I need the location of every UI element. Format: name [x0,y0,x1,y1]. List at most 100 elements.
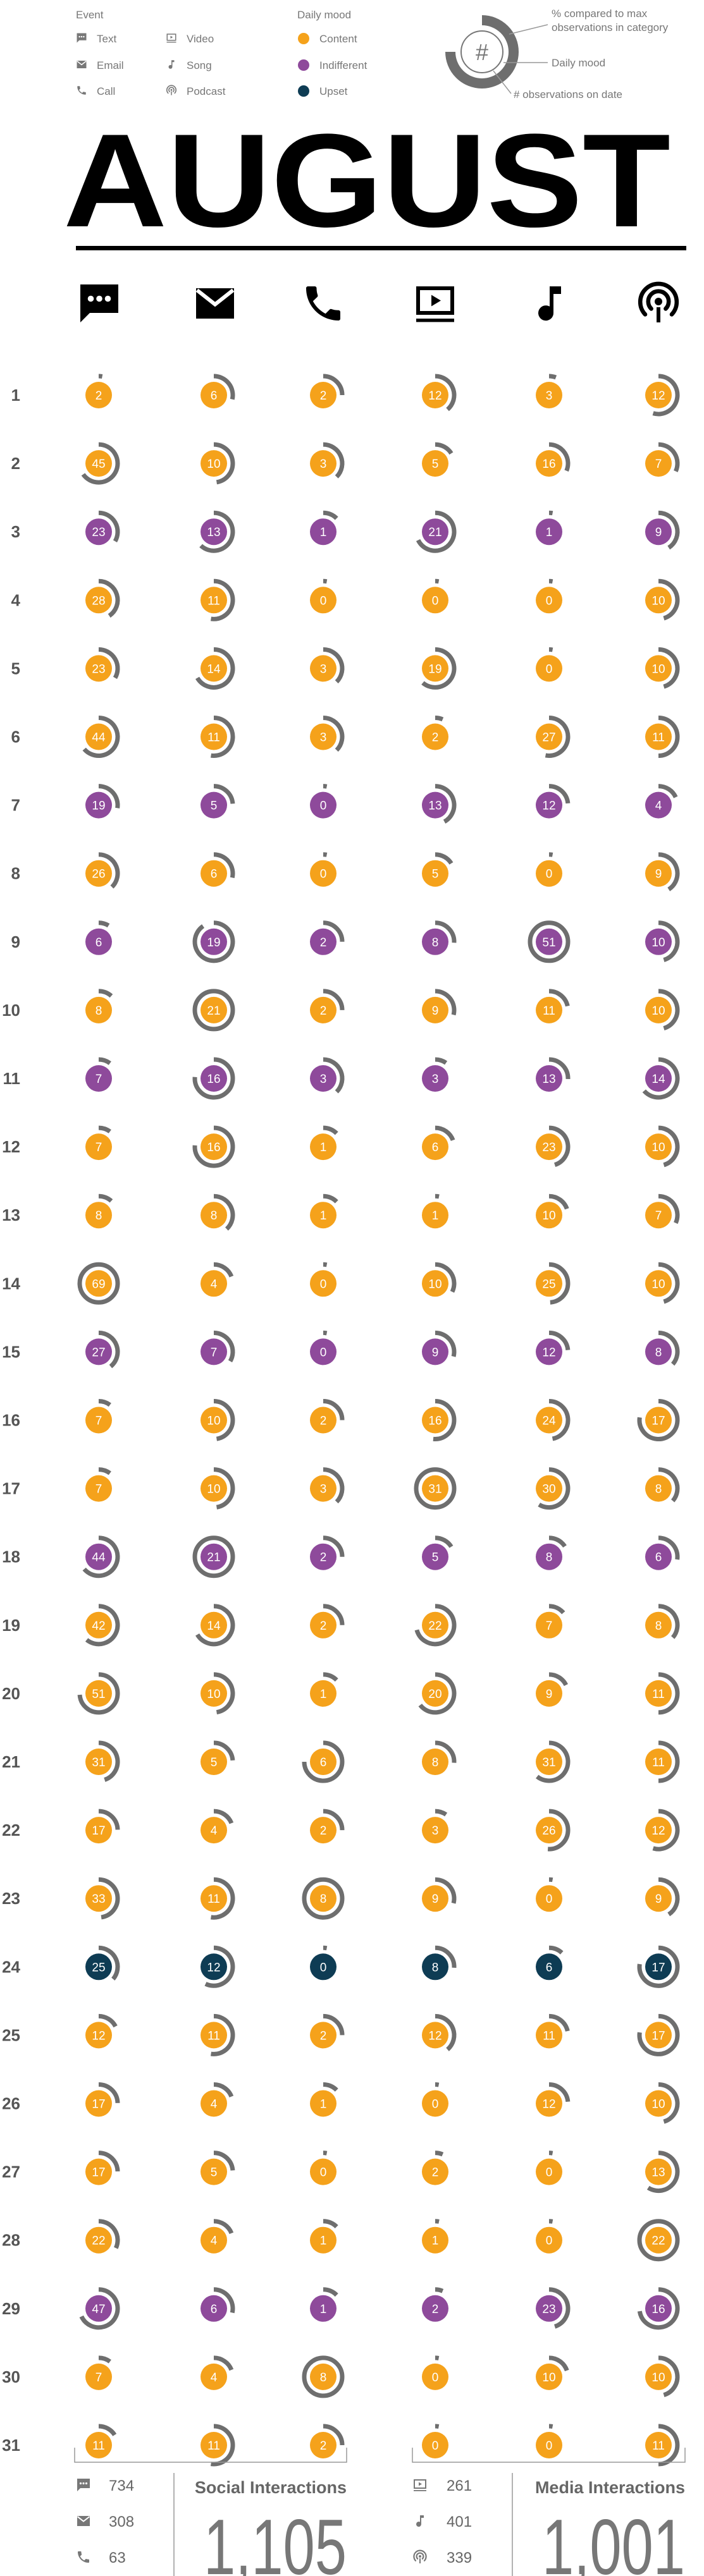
mood-dot [310,1407,337,1434]
observation-ring [323,1809,345,1831]
observation-ring [77,1672,120,1715]
observation-ring [658,1672,680,1715]
call-icon [77,86,86,95]
day-label: 9 [11,932,20,951]
mood-dot [536,1749,562,1775]
mood-dot [645,2158,672,2185]
mood-dot [85,1133,112,1161]
mood-dot [310,1338,337,1365]
day-cell: 1 [310,1672,338,1707]
observation-count: 8 [320,2371,327,2384]
mood-dot [85,518,112,546]
observation-ring [658,442,680,473]
day-cell: 13 [536,1057,571,1092]
observation-ring [323,989,345,1011]
day-cell: 3 [310,442,345,479]
observation-ring [213,2355,234,2371]
observation-ring [414,1604,457,1647]
mood-dot [645,2363,672,2390]
observation-count: 7 [546,1620,553,1633]
observation-ring [548,647,553,652]
observation-count: 10 [652,594,665,607]
observation-count: 16 [207,1141,220,1154]
observation-ring [548,2151,553,2156]
day-cell: 19 [421,647,457,690]
observation-count: 69 [92,1278,105,1291]
day-cell: 10 [201,442,235,485]
day-cell: 44 [82,1535,120,1578]
mood-dot [536,1611,562,1639]
mood-dot [201,1270,227,1297]
day-cell: 11 [85,2424,117,2458]
page-title: AUGUST [63,106,670,255]
day-cell: 8 [645,1604,680,1639]
day-cell: 1 [422,1193,448,1229]
day-cell: 9 [422,989,457,1023]
mood-dot [201,1749,227,1775]
observation-ring [98,1467,111,1475]
mood-dot [536,860,562,887]
observation-ring [323,578,328,584]
observation-count: 7 [211,1346,218,1359]
day-cell: 21 [192,1535,235,1578]
mood-dot [201,928,227,955]
day-cell: 3 [310,647,345,684]
observation-ring [211,2424,235,2467]
observation-count: 7 [96,1483,102,1496]
observation-ring [435,1945,457,1968]
observation-ring [646,2151,680,2194]
day-cell: 5 [422,1535,454,1570]
mood-dot [422,996,448,1023]
mood-swatch-content [298,33,309,44]
day-cell: 0 [536,578,562,614]
legend-event-video: Video [166,33,214,45]
day-cell: 3 [422,1809,448,1844]
mood-dot [201,791,227,819]
observation-ring [323,784,328,789]
mood-dot [536,1202,562,1229]
day-cell: 9 [422,1877,457,1912]
observation-count: 8 [432,1756,439,1769]
day-cell: 12 [536,784,571,819]
observation-count: 2 [432,2166,439,2180]
day-cell: 2 [85,374,112,408]
observation-count: 0 [320,1961,327,1974]
mood-dot [85,1065,112,1092]
day-row: 19 42 14 2 22 7 8 [2,1604,680,1647]
key-mood-label: Daily mood [552,57,605,69]
observation-ring [435,2151,444,2157]
day-cell: 0 [536,2219,562,2254]
day-cell: 17 [637,2013,680,2056]
observation-ring [323,510,338,520]
key-obs-label: # observations on date [514,89,622,101]
observation-ring [323,2287,338,2297]
mood-dot [85,928,112,955]
observation-count: 5 [432,1551,439,1565]
mood-dot [536,1475,562,1502]
observation-count: 44 [92,1551,106,1565]
mood-dot [85,1885,112,1912]
observation-ring [548,2082,571,2103]
observation-ring [658,852,680,891]
observation-ring [98,374,103,379]
observation-ring [98,1399,111,1407]
observation-count: 0 [546,2235,553,2248]
mood-dot [536,928,562,955]
day-cell: 8 [422,1740,457,1775]
day-cell: 2 [310,2013,345,2049]
day-cell: 2 [310,1399,345,1434]
mood-dot [201,1133,227,1161]
mood-dot [201,1885,227,1912]
observation-count: 11 [543,1004,555,1018]
day-cell: 13 [645,2151,680,2194]
day-row: 5 23 14 3 19 0 10 [11,647,680,690]
day-cell: 11 [645,2424,680,2467]
observation-ring [323,1057,345,1094]
observation-count: 22 [428,1620,442,1633]
observation-count: 0 [546,2166,553,2180]
day-row: 3 23 13 1 21 1 9 [11,510,680,553]
observation-count: 3 [546,389,553,403]
observation-ring [435,920,457,943]
observation-ring [658,1467,680,1503]
observation-count: 17 [92,2166,105,2180]
